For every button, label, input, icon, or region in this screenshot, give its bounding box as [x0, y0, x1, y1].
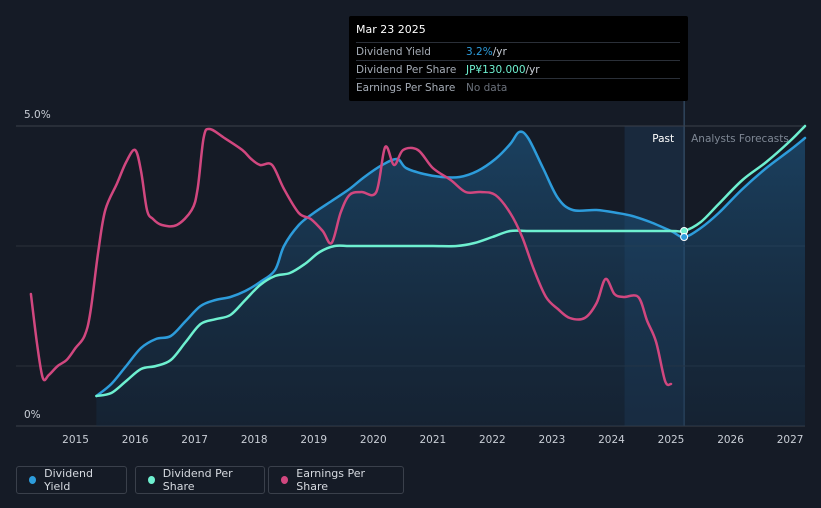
- legend-item-dividend-yield[interactable]: Dividend Yield: [16, 466, 127, 494]
- x-tick-label: 2023: [539, 434, 566, 446]
- x-tick-label: 2027: [777, 434, 804, 446]
- x-tick-label: 2018: [241, 434, 268, 446]
- legend-label: Dividend Per Share: [162, 467, 233, 493]
- tooltip-suffix: /yr: [525, 64, 540, 76]
- x-tick-label: 2020: [360, 434, 387, 446]
- legend-label: Earnings Per Share: [296, 467, 366, 493]
- past-label: Past: [652, 133, 674, 145]
- forecast-label: Analysts Forecasts: [691, 133, 789, 145]
- dividend-yield-line: [95, 130, 807, 398]
- tooltip-row-dividend-yield: Dividend Yield 3.2% /yr: [356, 42, 680, 58]
- tooltip-label: Earnings Per Share: [356, 82, 456, 94]
- tooltip: Mar 23 2025 Dividend Yield 3.2% /yr Divid…: [349, 16, 688, 101]
- legend-label: Dividend Yield: [44, 467, 93, 493]
- legend-dot-icon: [29, 476, 37, 484]
- x-tick-label: 2026: [717, 434, 744, 446]
- tooltip-suffix: /yr: [492, 46, 507, 58]
- legend-dot-icon: [148, 476, 155, 484]
- x-tick-label: 2016: [122, 434, 149, 446]
- earnings-per-share-line: [29, 127, 673, 387]
- dividend-yield-marker: [680, 233, 689, 241]
- y-tick-label-top: 5.0%: [24, 109, 51, 121]
- x-tick-label: 2015: [62, 434, 89, 446]
- legend-item-earnings-per-share[interactable]: Earnings Per Share: [268, 466, 404, 494]
- tooltip-row-earnings-per-share: Earnings Per Share No data: [356, 78, 680, 94]
- tooltip-value: JP¥130.000: [466, 64, 526, 76]
- y-tick-label-bottom: 0%: [24, 409, 41, 421]
- legend-item-dividend-per-share[interactable]: Dividend Per Share: [135, 466, 265, 494]
- tooltip-value: 3.2%: [466, 46, 493, 58]
- x-tick-label: 2022: [479, 434, 506, 446]
- x-tick-label: 2025: [658, 434, 685, 446]
- x-tick-label: 2021: [419, 434, 446, 446]
- tooltip-label: Dividend Yield: [356, 46, 431, 58]
- x-tick-label: 2017: [181, 434, 208, 446]
- legend-dot-icon: [281, 476, 289, 484]
- tooltip-label: Dividend Per Share: [356, 64, 457, 76]
- tooltip-date: Mar 23 2025: [356, 23, 426, 36]
- x-tick-label: 2024: [598, 434, 625, 446]
- tooltip-row-dividend-per-share: Dividend Per Share JP¥130.000 /yr: [356, 60, 680, 76]
- dividend-yield-area: [96, 131, 805, 426]
- x-tick-label: 2019: [300, 434, 327, 446]
- tooltip-value: No data: [466, 82, 508, 94]
